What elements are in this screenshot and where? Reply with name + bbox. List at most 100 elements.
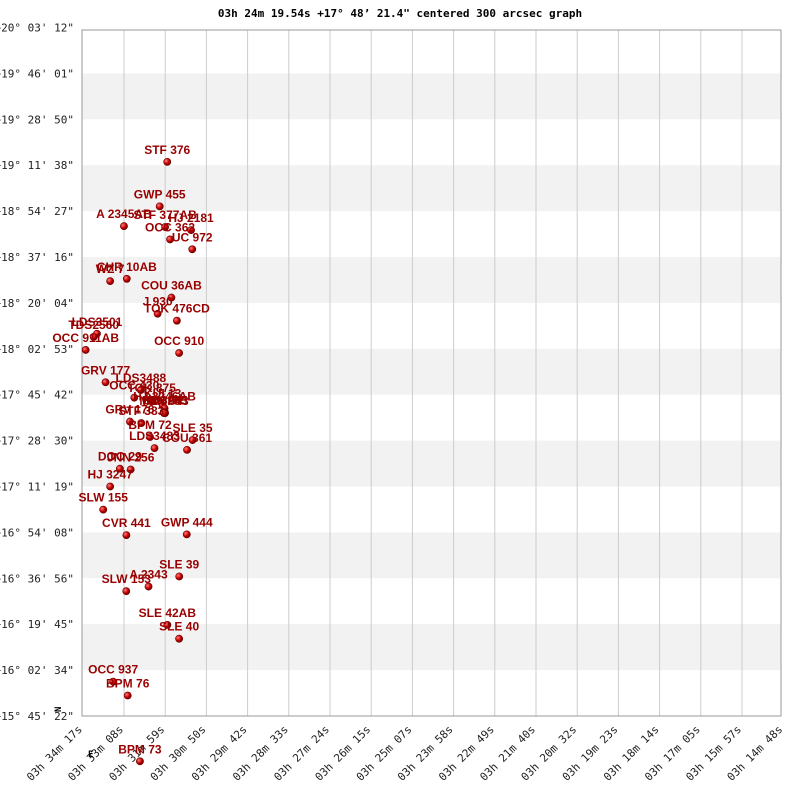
y-tick-label: +15° 45' 22"	[0, 710, 74, 723]
star-point	[163, 157, 172, 166]
y-tick-labels: +15° 45' 22" +16° 02' 34" +16° 19' 45" +16°…	[0, 22, 74, 724]
star-point	[153, 309, 162, 318]
star-label: CHR 10AB	[97, 260, 157, 274]
plot-band	[82, 257, 781, 303]
star-point	[147, 396, 156, 404]
star-point	[155, 202, 164, 211]
star-label: SLE 39	[159, 557, 199, 571]
star-label: TOK 875	[127, 381, 176, 395]
y-tick-label: +16° 36' 56"	[0, 572, 74, 585]
star-label: SLW 153	[102, 572, 152, 586]
star-point	[136, 757, 144, 766]
star-label: BPM 73	[118, 742, 162, 756]
star-point	[175, 634, 184, 643]
plot-band	[82, 73, 781, 120]
star-label: CVR 441	[102, 516, 151, 530]
star-label: STF 376	[144, 143, 190, 157]
star-point	[146, 433, 154, 441]
chart-title: 03h 24m 19.54s +17° 48’ 21.4" centered 3…	[218, 7, 582, 20]
y-tick-label: +16° 02' 34"	[0, 664, 74, 677]
star-label: OCC 910	[154, 334, 204, 348]
star-point	[187, 226, 195, 235]
star-point	[188, 436, 197, 444]
grid-lines	[123, 30, 743, 716]
star-label: GRV 176	[105, 403, 154, 417]
y-tick-label: +19° 11' 38"	[0, 159, 74, 172]
star-point	[161, 223, 169, 231]
star-point	[183, 445, 191, 454]
star-label: WZ 7	[96, 262, 125, 276]
star-label: MLR 543	[139, 394, 189, 408]
plot-band	[82, 348, 781, 395]
star-label: OCC 430	[109, 379, 159, 393]
star-point	[106, 482, 115, 491]
star-label: COU 36AB	[141, 279, 202, 293]
star-point	[115, 464, 124, 473]
star-point	[120, 222, 128, 231]
star-point	[101, 378, 110, 387]
star-label: SLE 35	[173, 421, 213, 435]
star-label: SLE 42AB	[139, 606, 197, 620]
y-tick-label: +17° 11' 19"	[0, 481, 74, 494]
star-point	[126, 417, 134, 426]
star-point	[122, 274, 131, 283]
star-label: LDS3501	[72, 315, 123, 329]
star-point	[160, 409, 168, 417]
plot-bands	[82, 73, 781, 671]
star-label: A 2343	[129, 568, 168, 582]
star-label: KUI 13	[144, 386, 182, 400]
star-point	[136, 386, 145, 394]
star-point	[123, 691, 132, 700]
star-label: OCC 911AB	[52, 331, 119, 345]
star-label: TDS2560	[68, 318, 119, 332]
y-tick-label: +19° 46' 01"	[0, 67, 74, 80]
star-label: TOK 476CD	[144, 302, 210, 316]
star-point	[81, 346, 90, 354]
y-tick-label: +19° 28' 50"	[0, 113, 74, 126]
star-label: STF 377AB	[133, 208, 197, 222]
star-label: LDS 41	[143, 393, 184, 407]
star-label: GWP 455	[134, 187, 186, 201]
star-label: J 930	[143, 295, 173, 309]
star-point	[99, 505, 108, 514]
star-point	[109, 677, 118, 686]
plot-band	[82, 165, 781, 212]
star-label: HJ 2181	[168, 211, 214, 225]
east-marker: E	[88, 750, 93, 760]
star-label: OCC 937	[88, 663, 138, 677]
star-label: UC 972	[172, 230, 213, 244]
plot-band	[82, 532, 781, 579]
star-label: SLW 155	[79, 491, 129, 505]
star-point	[150, 444, 159, 453]
star-points	[81, 157, 197, 766]
plot-border	[81, 29, 782, 717]
star-label: STF 383	[118, 404, 164, 418]
y-tick-label: +20° 03' 12"	[0, 22, 74, 35]
star-point	[106, 277, 115, 286]
y-tick-label: +17° 45' 42"	[0, 389, 74, 402]
y-tick-label: +18° 54' 27"	[0, 205, 74, 218]
star-point	[188, 245, 197, 254]
star-label: SLE 40	[159, 620, 199, 634]
star-point	[175, 349, 184, 357]
y-tick-label: +18° 37' 16"	[0, 251, 74, 264]
star-label: JNN 256	[107, 451, 155, 465]
star-point	[126, 465, 135, 474]
star-point	[173, 316, 181, 325]
star-point	[130, 393, 139, 402]
star-label: BPM 76	[106, 677, 150, 691]
star-label: GWP 444	[161, 515, 213, 529]
star-point	[166, 235, 174, 244]
star-label: A 2345AB	[96, 207, 152, 221]
star-label: HJ 3247	[87, 468, 133, 482]
star-label: XMI 6	[149, 394, 181, 408]
y-tick-label: +17° 28' 30"	[0, 435, 74, 448]
star-label: OCC 362	[145, 220, 195, 234]
star-label: DOO 29	[98, 450, 142, 464]
star-label: LDS3488	[115, 371, 166, 385]
y-tick-label: +18° 02' 53"	[0, 343, 74, 356]
star-label: HJ 3246AB	[133, 389, 196, 403]
y-tick-label: +18° 20' 04"	[0, 297, 74, 310]
